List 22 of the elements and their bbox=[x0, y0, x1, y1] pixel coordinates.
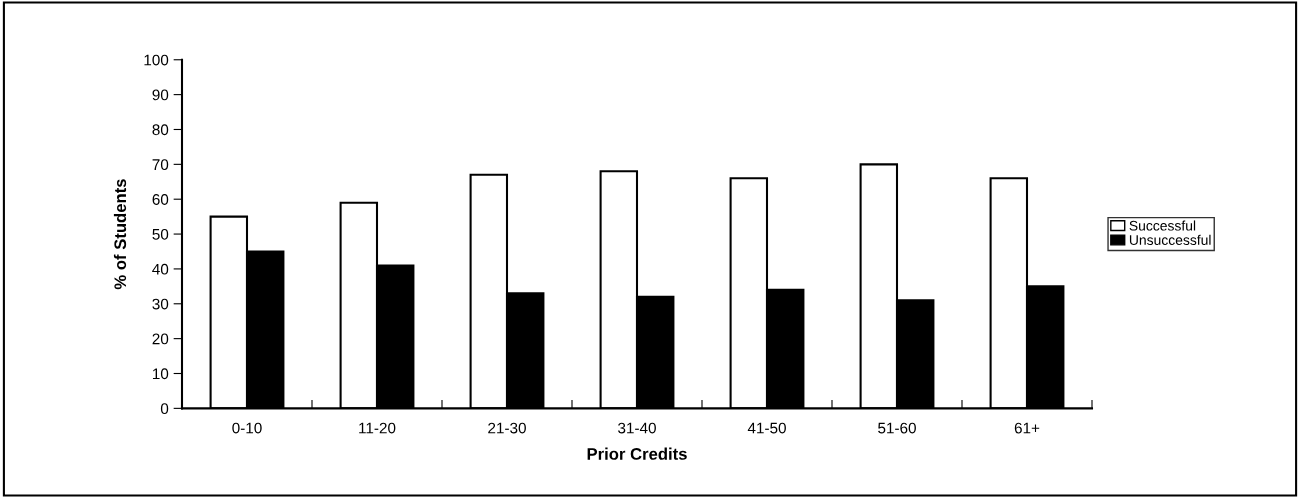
x-tick-label: 31-40 bbox=[618, 422, 656, 434]
y-tick-label: 60 bbox=[152, 194, 169, 205]
legend-label: Successful bbox=[1129, 220, 1196, 231]
y-tick-label: 80 bbox=[152, 124, 169, 136]
x-axis-title: Prior Credits bbox=[587, 447, 687, 460]
y-tick-label: 70 bbox=[152, 159, 169, 171]
y-tick-label: 20 bbox=[152, 333, 169, 345]
x-tick-label: 0-10 bbox=[232, 422, 262, 434]
y-tick-label: 100 bbox=[144, 54, 169, 66]
y-tick-label: 10 bbox=[152, 368, 169, 380]
y-tick-label: 40 bbox=[152, 263, 169, 275]
x-tick-label: 41-50 bbox=[747, 422, 786, 434]
x-tick-label: 11-20 bbox=[359, 422, 396, 434]
y-tick-label: 0 bbox=[160, 403, 169, 415]
x-tick-label: 61+ bbox=[1014, 422, 1040, 434]
y-tick-label: 30 bbox=[152, 298, 169, 310]
y-axis-title: % of Students bbox=[113, 179, 127, 290]
x-tick-label: 51-60 bbox=[878, 422, 916, 434]
x-tick-label: 21-30 bbox=[488, 422, 526, 434]
y-tick-label: 50 bbox=[152, 228, 169, 240]
legend-label: Unsuccessful bbox=[1129, 234, 1211, 245]
y-tick-label: 90 bbox=[152, 89, 169, 101]
